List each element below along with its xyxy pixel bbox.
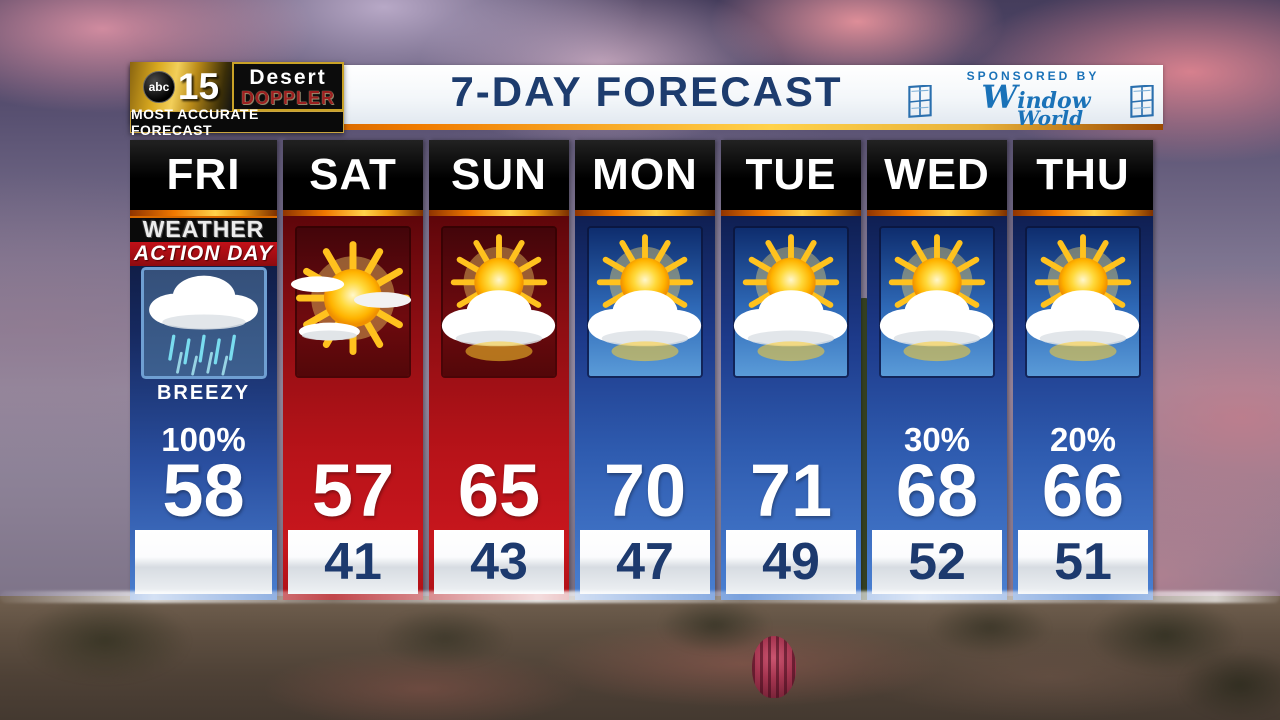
day-label: FRI <box>130 140 277 210</box>
condition-label: BREEZY <box>156 382 251 404</box>
brand-desert: Desert <box>249 65 327 89</box>
window-frame-icon <box>907 85 933 119</box>
low-temp: 52 <box>908 533 966 591</box>
channel-number: 15 <box>177 66 220 107</box>
mostly-sunny-icon <box>290 229 416 375</box>
low-band <box>135 530 272 594</box>
sponsor-logo: SPONSORED BY Window World <box>905 69 1161 130</box>
day-label: WED <box>867 140 1007 210</box>
low-temp: 51 <box>1054 533 1112 591</box>
day-label: THU <box>1013 140 1153 210</box>
low-band: 41 <box>288 530 418 594</box>
precip-chance: 20% <box>1049 420 1117 458</box>
day-label: SAT <box>283 140 423 210</box>
weather-icon-box <box>297 228 409 376</box>
abc-network-icon: abc <box>142 70 175 103</box>
sponsor-name-initial: W <box>981 78 1018 116</box>
day-underline <box>867 210 1007 216</box>
day-underline <box>721 210 861 216</box>
rain-cloud-icon <box>141 270 267 376</box>
page-title: 7-DAY FORECAST <box>450 67 843 115</box>
shrub <box>380 608 510 668</box>
partly-cloudy-icon <box>436 229 562 375</box>
day-column-mon: MON 70 47 <box>575 140 715 600</box>
shrub <box>660 598 770 653</box>
station-logo: abc 15 Desert DOPPLER MOST ACCURATE FORE… <box>130 62 344 138</box>
low-temp: 47 <box>616 533 674 591</box>
day-column-sat: SAT 57 41 <box>283 140 423 600</box>
abc15-logo: abc 15 <box>130 62 232 111</box>
partly-cloudy-icon <box>582 229 708 375</box>
low-temp: 49 <box>762 533 820 591</box>
weather-icon-box <box>1027 228 1139 376</box>
high-temp: 68 <box>895 448 979 532</box>
sponsor-name-line2: World <box>1016 105 1084 130</box>
shrub <box>930 600 1050 655</box>
low-band: 47 <box>580 530 710 594</box>
day-column-thu: THU 20% 66 51 <box>1013 140 1153 600</box>
day-underline <box>283 210 423 216</box>
day-label: TUE <box>721 140 861 210</box>
precip-chance: 30% <box>903 420 971 458</box>
low-band: 52 <box>872 530 1002 594</box>
day-underline <box>429 210 569 216</box>
precip-chance: 100% <box>161 420 246 458</box>
high-temp: 57 <box>311 448 395 532</box>
weather-icon-box <box>443 228 555 376</box>
low-band: 49 <box>726 530 856 594</box>
reflection-glare <box>0 591 1280 603</box>
badge-weather-text: WEATHER <box>130 216 277 242</box>
weather-icon-box <box>141 270 267 376</box>
sponsor-name: Window World <box>905 81 1161 130</box>
desert-ground <box>0 596 1280 720</box>
high-temp: 71 <box>749 448 833 532</box>
weather-action-day-badge: WEATHER ACTION DAY <box>130 216 277 266</box>
desert-doppler-logo: Desert DOPPLER <box>232 62 344 111</box>
banner-underline <box>130 124 1163 130</box>
partly-cloudy-icon <box>874 229 1000 375</box>
day-underline <box>1013 210 1153 216</box>
weather-icon-box <box>589 228 701 376</box>
day-label: MON <box>575 140 715 210</box>
day-column-wed: WED 30% 68 52 <box>867 140 1007 600</box>
station-tagline: MOST ACCURATE FORECAST <box>130 106 344 138</box>
low-temp: 41 <box>324 533 382 591</box>
badge-action-day-text: ACTION DAY <box>130 242 277 266</box>
brand-doppler: DOPPLER <box>240 87 335 108</box>
weather-icon-box <box>735 228 847 376</box>
day-column-sun: SUN 65 43 <box>429 140 569 600</box>
day-underline <box>130 210 277 216</box>
high-temp: 65 <box>457 448 541 532</box>
weather-icon-box <box>881 228 993 376</box>
shrub <box>20 598 190 683</box>
partly-cloudy-icon <box>728 229 854 375</box>
day-label: SUN <box>429 140 569 210</box>
day-underline <box>575 210 715 216</box>
barrel-cactus <box>752 636 796 698</box>
high-temp: 66 <box>1041 448 1125 532</box>
shrub <box>1180 650 1280 720</box>
partly-cloudy-icon <box>1020 229 1146 375</box>
high-temp: 70 <box>603 448 687 532</box>
day-column-tue: TUE 71 49 <box>721 140 861 600</box>
low-temp: 43 <box>470 533 528 591</box>
window-frame-icon <box>1129 85 1155 119</box>
low-band: 51 <box>1018 530 1148 594</box>
high-temp: 58 <box>162 448 245 532</box>
forecast-columns: FRI WEATHER ACTION DAY BREEZY 100% 58 SA… <box>130 140 1153 600</box>
day-column-fri: FRI WEATHER ACTION DAY BREEZY 100% 58 <box>130 140 277 600</box>
sponsor-name-rest: indow <box>1017 88 1091 114</box>
sponsor-label: SPONSORED BY <box>966 69 1100 83</box>
low-band: 43 <box>434 530 564 594</box>
